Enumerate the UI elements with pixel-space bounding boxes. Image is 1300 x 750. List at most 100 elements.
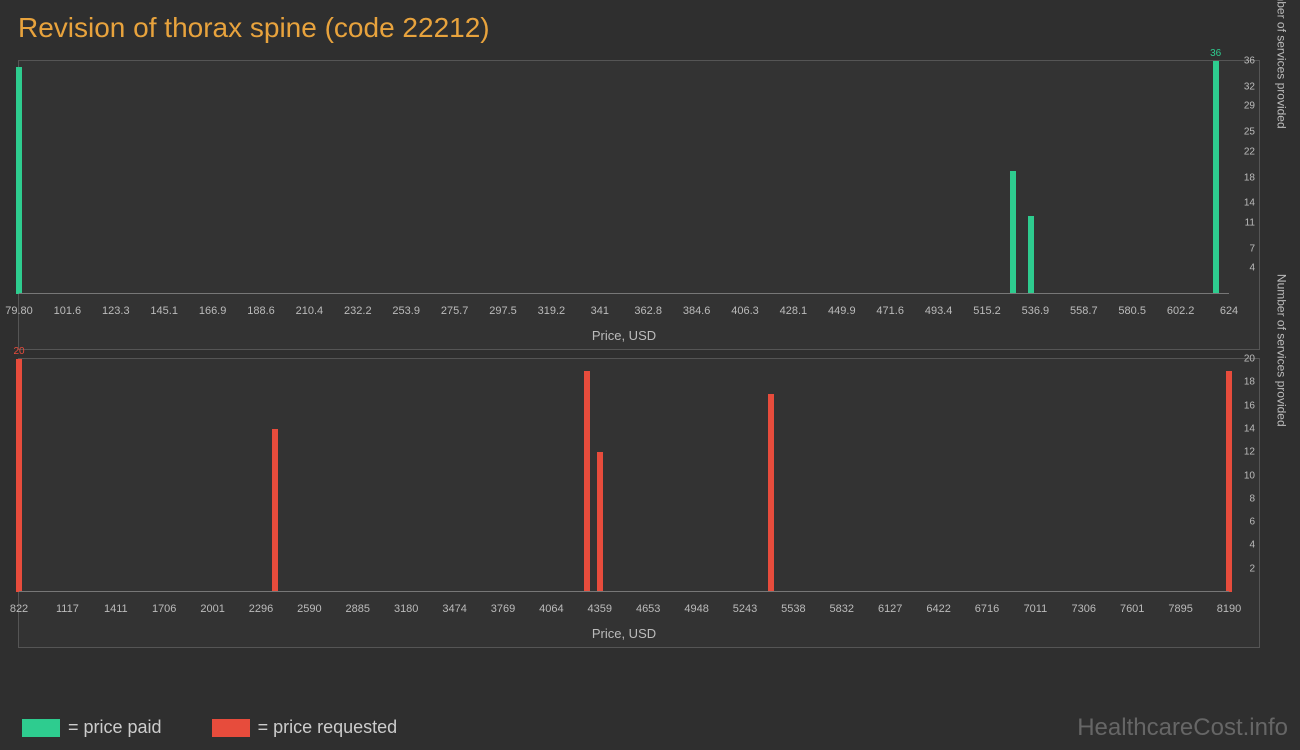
y-tick: 14 <box>1244 198 1255 209</box>
chart-bottom-x-label: Price, USD <box>19 626 1229 641</box>
chart-bottom-area: 20 <box>19 359 1229 592</box>
x-tick: 3474 <box>442 603 466 615</box>
x-tick: 2001 <box>200 603 224 615</box>
x-tick: 602.2 <box>1167 305 1195 317</box>
x-tick: 6127 <box>878 603 902 615</box>
y-tick: 6 <box>1249 517 1255 528</box>
legend-swatch-paid <box>22 719 60 737</box>
bar <box>16 359 22 592</box>
bar-label: 20 <box>4 346 34 357</box>
x-tick: 2885 <box>346 603 370 615</box>
x-tick: 558.7 <box>1070 305 1098 317</box>
x-tick: 493.4 <box>925 305 953 317</box>
x-tick: 2296 <box>249 603 273 615</box>
y-tick: 8 <box>1249 493 1255 504</box>
x-tick: 210.4 <box>296 305 324 317</box>
y-tick: 32 <box>1244 81 1255 92</box>
x-tick: 2590 <box>297 603 321 615</box>
x-tick: 232.2 <box>344 305 372 317</box>
chart-top-x-label: Price, USD <box>19 328 1229 343</box>
bar <box>768 394 774 592</box>
chart-bottom-x-axis: 8221117141117062001229625902885318034743… <box>19 595 1229 615</box>
bar <box>16 67 22 294</box>
legend-item-paid: = price paid <box>22 717 162 738</box>
y-tick: 12 <box>1244 447 1255 458</box>
bar <box>597 452 603 592</box>
x-tick: 5832 <box>830 603 854 615</box>
chart-top-y-axis: 471114182225293236 <box>1231 61 1259 294</box>
chart-bottom-y-label: Number of services provided <box>1275 274 1289 427</box>
x-tick: 471.6 <box>876 305 904 317</box>
y-tick: 4 <box>1249 263 1255 274</box>
y-tick: 2 <box>1249 563 1255 574</box>
x-tick: 4359 <box>588 603 612 615</box>
x-tick: 4948 <box>684 603 708 615</box>
y-tick: 36 <box>1244 56 1255 67</box>
x-tick: 275.7 <box>441 305 469 317</box>
y-tick: 10 <box>1244 470 1255 481</box>
x-tick: 8190 <box>1217 603 1241 615</box>
x-tick: 580.5 <box>1118 305 1146 317</box>
legend: = price paid = price requested <box>22 717 397 738</box>
x-tick: 3769 <box>491 603 515 615</box>
x-tick: 449.9 <box>828 305 856 317</box>
y-tick: 18 <box>1244 377 1255 388</box>
bar <box>584 371 590 592</box>
x-tick: 6716 <box>975 603 999 615</box>
y-tick: 16 <box>1244 400 1255 411</box>
chart-title: Revision of thorax spine (code 22212) <box>0 0 1300 52</box>
x-tick: 384.6 <box>683 305 711 317</box>
chart-top-baseline <box>19 293 1229 294</box>
x-tick: 428.1 <box>780 305 808 317</box>
watermark: HealthcareCost.info <box>1077 714 1288 742</box>
x-tick: 624 <box>1220 305 1238 317</box>
y-tick: 22 <box>1244 146 1255 157</box>
y-tick: 25 <box>1244 127 1255 138</box>
x-tick: 536.9 <box>1022 305 1050 317</box>
legend-item-requested: = price requested <box>212 717 398 738</box>
x-tick: 6422 <box>926 603 950 615</box>
x-tick: 253.9 <box>392 305 420 317</box>
x-tick: 79.80 <box>5 305 33 317</box>
x-tick: 406.3 <box>731 305 759 317</box>
bar <box>1213 61 1219 294</box>
x-tick: 101.6 <box>54 305 82 317</box>
x-tick: 515.2 <box>973 305 1001 317</box>
x-tick: 319.2 <box>538 305 566 317</box>
legend-label-paid: = price paid <box>68 717 162 738</box>
y-tick: 4 <box>1249 540 1255 551</box>
chart-top-panel: 36 79.80101.6123.3145.1166.9188.6210.423… <box>18 60 1260 350</box>
bar <box>1010 171 1016 294</box>
x-tick: 4064 <box>539 603 563 615</box>
bar <box>1028 216 1034 294</box>
x-tick: 362.8 <box>634 305 662 317</box>
x-tick: 1117 <box>56 603 79 615</box>
x-tick: 7895 <box>1168 603 1192 615</box>
chart-bottom-y-axis: 2468101214161820 <box>1231 359 1259 592</box>
x-tick: 7011 <box>1024 603 1048 615</box>
x-tick: 145.1 <box>150 305 178 317</box>
bar-label: 36 <box>1201 48 1231 59</box>
x-tick: 7306 <box>1072 603 1096 615</box>
x-tick: 7601 <box>1120 603 1144 615</box>
x-tick: 297.5 <box>489 305 517 317</box>
y-tick: 14 <box>1244 423 1255 434</box>
x-tick: 5243 <box>733 603 757 615</box>
chart-top-area: 36 <box>19 61 1229 294</box>
y-tick: 20 <box>1244 354 1255 365</box>
x-tick: 4653 <box>636 603 660 615</box>
x-tick: 1706 <box>152 603 176 615</box>
x-tick: 3180 <box>394 603 418 615</box>
y-tick: 11 <box>1245 217 1255 228</box>
bar <box>272 429 278 592</box>
x-tick: 188.6 <box>247 305 275 317</box>
x-tick: 5538 <box>781 603 805 615</box>
chart-top-y-label: Number of services provided <box>1275 0 1289 129</box>
y-tick: 29 <box>1244 101 1255 112</box>
chart-bottom-panel: 20 8221117141117062001229625902885318034… <box>18 358 1260 648</box>
x-tick: 166.9 <box>199 305 227 317</box>
y-tick: 7 <box>1249 243 1255 254</box>
x-tick: 1411 <box>104 603 128 615</box>
legend-swatch-requested <box>212 719 250 737</box>
legend-label-requested: = price requested <box>258 717 398 738</box>
